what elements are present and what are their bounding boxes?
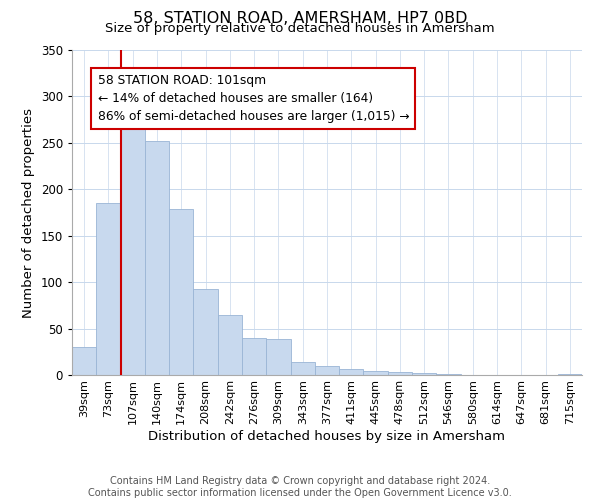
Bar	[412, 373, 436, 375]
Bar	[72, 347, 96, 375]
Bar	[242, 338, 266, 375]
Bar	[96, 203, 121, 375]
X-axis label: Distribution of detached houses by size in Amersham: Distribution of detached houses by size …	[149, 430, 505, 443]
Bar	[121, 127, 145, 375]
Bar	[145, 141, 169, 375]
Bar	[169, 209, 193, 375]
Y-axis label: Number of detached properties: Number of detached properties	[22, 108, 35, 318]
Bar	[388, 372, 412, 375]
Bar	[364, 372, 388, 375]
Bar	[339, 368, 364, 375]
Text: Size of property relative to detached houses in Amersham: Size of property relative to detached ho…	[105, 22, 495, 35]
Bar	[558, 374, 582, 375]
Bar	[436, 374, 461, 375]
Bar	[266, 339, 290, 375]
Bar	[315, 366, 339, 375]
Bar	[290, 362, 315, 375]
Text: 58 STATION ROAD: 101sqm
← 14% of detached houses are smaller (164)
86% of semi-d: 58 STATION ROAD: 101sqm ← 14% of detache…	[97, 74, 409, 124]
Text: 58, STATION ROAD, AMERSHAM, HP7 0BD: 58, STATION ROAD, AMERSHAM, HP7 0BD	[133, 11, 467, 26]
Text: Contains HM Land Registry data © Crown copyright and database right 2024.
Contai: Contains HM Land Registry data © Crown c…	[88, 476, 512, 498]
Bar	[193, 288, 218, 375]
Bar	[218, 314, 242, 375]
